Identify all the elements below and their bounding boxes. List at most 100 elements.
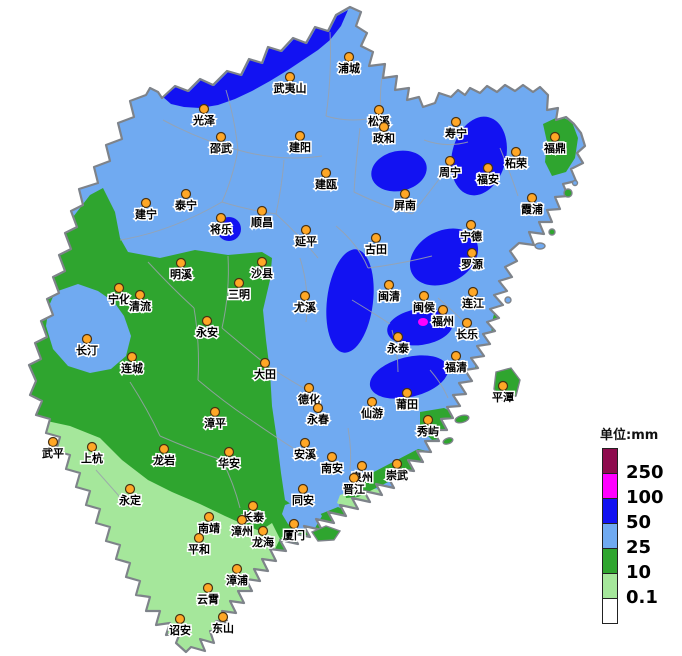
- city-dot: [526, 192, 538, 204]
- city-marker: 长乐: [455, 317, 480, 343]
- city-dot: [356, 460, 368, 472]
- city-marker: 福清: [443, 350, 469, 376]
- city-label: 平潭: [492, 390, 514, 404]
- legend-swatch: [602, 448, 618, 474]
- city-label: 诏安: [169, 623, 191, 637]
- city-label: 安溪: [294, 447, 317, 461]
- city-dot: [300, 224, 312, 236]
- city-label: 清流: [129, 299, 151, 313]
- city-dot: [47, 436, 59, 448]
- city-label: 寿宁: [445, 126, 467, 140]
- legend-value: 50: [626, 512, 652, 533]
- city-marker: 福安: [475, 162, 501, 188]
- region-rain-none-dongshan: [263, 597, 289, 630]
- island-lianjiang: [504, 296, 512, 304]
- city-dot: [348, 472, 360, 484]
- city-dot: [343, 51, 355, 63]
- city-marker: 宁德: [459, 219, 484, 245]
- city-label: 莆田: [396, 397, 418, 411]
- legend-value: 250: [626, 462, 664, 483]
- city-label: 闽清: [378, 289, 400, 303]
- city-dot: [203, 511, 215, 523]
- city-marker: 周宁: [438, 155, 463, 181]
- city-label: 平和: [188, 542, 210, 556]
- city-dot: [236, 514, 248, 526]
- city-dot: [312, 402, 324, 414]
- city-marker: 崇武: [385, 458, 410, 484]
- city-marker: 同安: [291, 483, 316, 509]
- city-label: 尤溪: [293, 300, 317, 314]
- city-label: 东山: [212, 621, 234, 635]
- city-marker: 明溪: [169, 257, 194, 283]
- city-dot: [391, 458, 403, 470]
- city-dot: [124, 483, 136, 495]
- city-marker: 龙岩: [151, 443, 177, 469]
- city-dot: [193, 532, 205, 544]
- city-label: 三明: [228, 288, 250, 301]
- legend-scale: 250 100 50 25 10 0.1: [596, 448, 682, 643]
- city-dot: [174, 613, 186, 625]
- city-label: 长泰: [242, 510, 265, 524]
- city-dot: [299, 290, 311, 302]
- city-marker: 尤溪: [292, 290, 318, 316]
- region-rain-50-100-luoyuan: [409, 228, 479, 286]
- city-marker: 诏安: [168, 613, 193, 639]
- city-label: 福安: [476, 172, 499, 186]
- city-marker: 武平: [41, 436, 66, 462]
- city-label: 永泰: [386, 341, 410, 355]
- city-dot: [401, 387, 413, 399]
- city-marker: 漳平: [203, 406, 228, 432]
- legend-swatch: [602, 598, 618, 624]
- city-marker: 连城: [120, 351, 145, 377]
- city-marker: 平潭: [491, 380, 516, 406]
- city-label: 周宁: [439, 165, 461, 179]
- city-dot: [86, 441, 98, 453]
- city-label: 连城: [121, 361, 143, 375]
- legend-value: 0.1: [626, 587, 658, 608]
- city-marker: 顺昌: [250, 205, 275, 231]
- region-rain-50-100-zhenghe: [371, 150, 427, 192]
- city-label: 龙岩: [152, 453, 175, 467]
- city-label: 罗源: [461, 257, 483, 271]
- city-dot: [294, 130, 306, 142]
- legend: 单位:mm 250 100 50 25 10 0.1: [596, 424, 682, 643]
- city-marker: 闽侯: [412, 290, 437, 316]
- legend-swatch: [602, 473, 618, 499]
- city-dot: [134, 289, 146, 301]
- city-label: 宁德: [460, 229, 482, 243]
- city-dot: [256, 256, 268, 268]
- city-label: 光泽: [192, 113, 215, 127]
- city-label: 南靖: [198, 521, 220, 535]
- county-borders: [95, 31, 519, 509]
- legend-swatch: [602, 573, 618, 599]
- legend-swatch: [602, 523, 618, 549]
- city-marker: 建瓯: [314, 167, 339, 193]
- city-label: 漳州: [231, 524, 253, 538]
- island-ne-1: [563, 188, 573, 198]
- city-marker: 长泰: [241, 500, 266, 526]
- city-marker: 泰宁: [173, 188, 199, 214]
- city-label: 将乐: [210, 222, 232, 236]
- city-marker: 永定: [117, 483, 143, 509]
- region-rain-25-50-changting: [46, 284, 131, 373]
- city-label: 永安: [195, 325, 218, 339]
- city-marker: 永春: [305, 402, 331, 428]
- city-marker: 浦城: [337, 51, 362, 77]
- city-dot: [326, 451, 338, 463]
- city-dot: [549, 131, 561, 143]
- city-marker: 霞浦: [520, 192, 545, 218]
- city-dot: [113, 282, 125, 294]
- city-label: 云霄: [197, 592, 219, 606]
- city-dot: [437, 304, 449, 316]
- city-marker: 延平: [293, 224, 319, 250]
- legend-swatch: [602, 548, 618, 574]
- city-dot: [366, 396, 378, 408]
- city-dot: [284, 71, 296, 83]
- city-dot: [399, 188, 411, 200]
- city-label: 建瓯: [315, 177, 337, 191]
- island-xiapu-1: [534, 242, 546, 250]
- city-label: 晋江: [343, 482, 365, 496]
- city-marker: 罗源: [460, 247, 485, 273]
- city-label: 上杭: [81, 451, 103, 465]
- legend-swatch: [602, 498, 618, 524]
